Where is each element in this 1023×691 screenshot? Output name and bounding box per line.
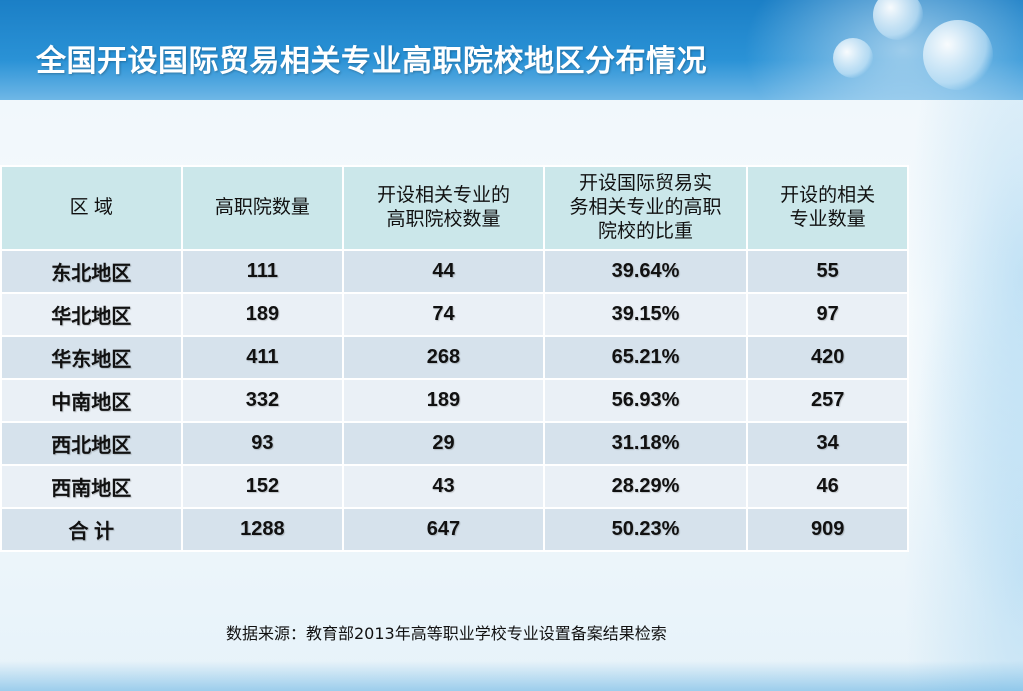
cell-major-count: 46 [746,464,909,509]
data-table: 区 域 高职院数量 开设相关专业的 高职院校数量 开设国际贸易实 务相关专业的高… [0,165,909,552]
cell-related-college-count: 74 [342,292,545,337]
decorative-bubble [833,38,873,78]
cell-major-count: 909 [746,507,909,552]
cell-region: 华东地区 [0,335,183,380]
header-related-college-count: 开设相关专业的 高职院校数量 [342,165,545,251]
cell-ratio: 65.21% [542,335,749,380]
cell-college-count: 411 [180,335,345,380]
table-header-row: 区 域 高职院数量 开设相关专业的 高职院校数量 开设国际贸易实 务相关专业的高… [0,165,909,251]
cell-related-college-count: 43 [342,464,545,509]
table-row: 华东地区 411 268 65.21% 420 [0,335,909,380]
cell-college-count: 1288 [180,507,345,552]
title-banner: 全国开设国际贸易相关专业高职院校地区分布情况 [0,0,1023,100]
decorative-bubble [873,0,923,40]
table-row: 西北地区 93 29 31.18% 34 [0,421,909,466]
cell-region: 中南地区 [0,378,183,423]
cell-region: 西北地区 [0,421,183,466]
header-region: 区 域 [0,165,183,251]
cell-major-count: 97 [746,292,909,337]
cell-region: 西南地区 [0,464,183,509]
cell-ratio: 39.64% [542,249,749,294]
table-row: 中南地区 332 189 56.93% 257 [0,378,909,423]
table-row: 西南地区 152 43 28.29% 46 [0,464,909,509]
cell-college-count: 152 [180,464,345,509]
page-title: 全国开设国际贸易相关专业高职院校地区分布情况 [36,44,707,79]
cell-ratio: 28.29% [542,464,749,509]
cell-college-count: 189 [180,292,345,337]
cell-region: 华北地区 [0,292,183,337]
cell-related-college-count: 44 [342,249,545,294]
bottom-decoration [0,661,1023,691]
decorative-bubble [923,20,993,90]
cell-related-college-count: 647 [342,507,545,552]
header-college-count: 高职院数量 [180,165,345,251]
cell-major-count: 420 [746,335,909,380]
cell-major-count: 257 [746,378,909,423]
cell-college-count: 111 [180,249,345,294]
cell-ratio: 31.18% [542,421,749,466]
table-total-row: 合 计 1288 647 50.23% 909 [0,507,909,552]
cell-college-count: 93 [180,421,345,466]
cell-college-count: 332 [180,378,345,423]
cell-major-count: 55 [746,249,909,294]
table-row: 华北地区 189 74 39.15% 97 [0,292,909,337]
cell-ratio: 56.93% [542,378,749,423]
table-row: 东北地区 111 44 39.64% 55 [0,249,909,294]
header-ratio: 开设国际贸易实 务相关专业的高职 院校的比重 [542,165,749,251]
source-note: 数据来源：教育部2013年高等职业学校专业设置备案结果检索 [226,624,667,643]
cell-ratio: 50.23% [542,507,749,552]
cell-region: 东北地区 [0,249,183,294]
cell-related-college-count: 29 [342,421,545,466]
header-major-count: 开设的相关 专业数量 [746,165,909,251]
cell-major-count: 34 [746,421,909,466]
cell-related-college-count: 189 [342,378,545,423]
cell-region: 合 计 [0,507,183,552]
cell-ratio: 39.15% [542,292,749,337]
cell-related-college-count: 268 [342,335,545,380]
